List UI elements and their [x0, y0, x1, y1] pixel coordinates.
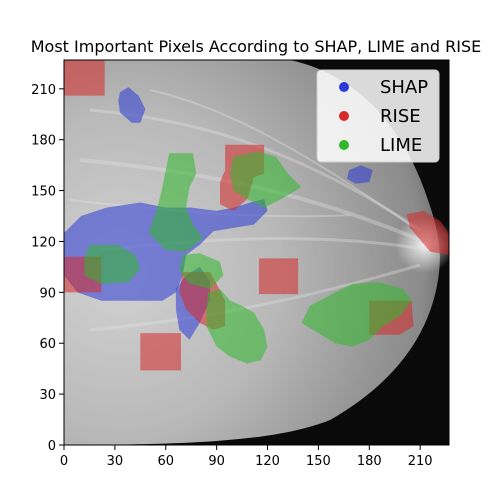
plot-frame	[63, 59, 450, 446]
shap-region-right-spot	[347, 165, 373, 184]
x-tick-label: 90	[208, 454, 225, 469]
legend-label: SHAP	[380, 77, 428, 98]
lime-region-upper-mid	[148, 153, 204, 252]
lime-region-upper-right	[230, 151, 302, 208]
lime-region-center-small	[179, 253, 224, 289]
rise-region-lower-left	[140, 333, 181, 371]
chart-title: Most Important Pixels According to SHAP,…	[31, 37, 481, 56]
legend-entry-shap: SHAP	[339, 77, 428, 98]
rise-region-far-right	[406, 210, 449, 255]
y-tick-label: 30	[39, 388, 56, 403]
x-tick-label: 0	[60, 454, 68, 469]
x-tick-label: 60	[157, 454, 174, 469]
lime-region-left-blob	[84, 244, 141, 284]
rise-region-mid-right	[259, 258, 299, 295]
legend-entry-lime: LIME	[339, 135, 422, 156]
y-tick-label: 180	[31, 134, 56, 149]
y-tick-label: 0	[48, 439, 56, 454]
legend-marker	[339, 82, 349, 92]
rise-region-top-left	[64, 60, 105, 96]
x-axis: 0 30 60 90 120 150 180 210	[60, 445, 433, 469]
legend-marker	[339, 111, 349, 121]
y-tick-label: 210	[31, 83, 56, 98]
legend-entry-rise: RISE	[339, 106, 421, 127]
y-tick-label: 150	[31, 185, 56, 200]
x-tick-label: 180	[357, 454, 382, 469]
lime-region-right-blob	[301, 282, 412, 347]
series-lime	[84, 151, 412, 364]
legend-label: RISE	[380, 106, 421, 127]
y-tick-label: 60	[39, 337, 56, 352]
legend-label: LIME	[380, 135, 422, 156]
shap-region-upper-spot	[118, 87, 146, 123]
x-tick-label: 150	[306, 454, 331, 469]
legend-marker	[339, 140, 349, 150]
y-tick-label: 120	[31, 235, 56, 250]
lime-region-lower-center	[206, 289, 268, 364]
y-tick-label: 90	[39, 286, 56, 301]
x-tick-label: 120	[255, 454, 280, 469]
legend: SHAP RISE LIME	[316, 69, 440, 163]
x-tick-label: 210	[408, 454, 433, 469]
attribution-overlays	[64, 60, 449, 371]
legend-box	[316, 69, 440, 163]
x-tick-label: 30	[107, 454, 124, 469]
y-axis: 0 30 60 90 120 150 180 210	[31, 83, 64, 454]
